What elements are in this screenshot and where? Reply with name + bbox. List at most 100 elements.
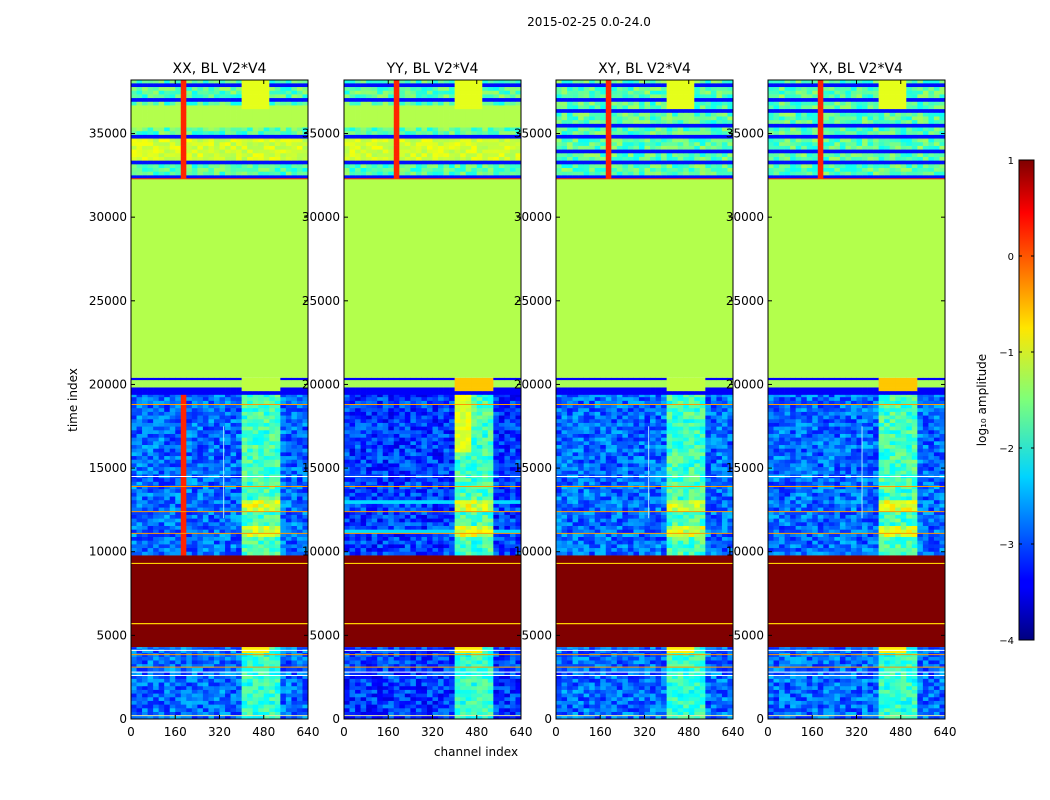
heatmap-cell: [197, 163, 204, 168]
heatmap-cell: [236, 433, 242, 438]
heatmap-cell: [291, 715, 298, 720]
heatmap-cell: [180, 130, 187, 135]
heatmap-cell: [274, 130, 281, 135]
heatmap-cell: [269, 377, 276, 381]
heatmap-cell: [258, 518, 265, 523]
heatmap-cell: [432, 440, 439, 446]
heatmap-cell: [164, 470, 171, 475]
heatmap-cell: [296, 379, 303, 384]
heatmap-cell: [432, 685, 439, 690]
heatmap-cell: [296, 503, 303, 508]
heatmap-cell: [443, 667, 450, 672]
heatmap-cell: [213, 112, 220, 117]
heatmap-cell: [191, 547, 198, 552]
heatmap-cell: [443, 656, 450, 661]
heatmap-cell: [236, 507, 242, 512]
heatmap-cell: [213, 649, 220, 654]
heatmap-cell: [252, 518, 259, 523]
heatmap-cell: [208, 452, 215, 457]
heatmap-cell: [169, 152, 176, 157]
heatmap-cell: [147, 481, 154, 486]
heatmap-cell: [274, 90, 281, 95]
heatmap-cell: [285, 671, 292, 676]
heatmap-cell: [142, 97, 148, 102]
heatmap-cell: [291, 123, 298, 128]
heatmap-cell: [421, 521, 428, 526]
heatmap-cell: [498, 715, 505, 720]
heatmap-cell: [476, 711, 483, 716]
heatmap-cell: [285, 422, 292, 427]
heatmap-cell: [202, 149, 209, 154]
heatmap-cell: [443, 693, 450, 698]
heatmap-cell: [219, 536, 226, 541]
heatmap-cell: [164, 682, 171, 687]
heatmap-cell: [147, 86, 154, 91]
heatmap-cell: [410, 693, 417, 698]
heatmap-cell: [426, 663, 433, 668]
heatmap-cell: [285, 510, 292, 515]
heatmap-cell: [247, 682, 254, 687]
heatmap-cell: [241, 685, 248, 690]
heatmap-cell: [252, 152, 259, 157]
heatmap-cell: [426, 649, 433, 654]
heatmap-cell: [191, 171, 198, 176]
heatmap-cell: [208, 663, 215, 668]
heatmap-cell: [236, 660, 242, 665]
heatmap-cell: [225, 521, 231, 526]
heatmap-cell: [208, 685, 215, 690]
heatmap-cell: [186, 86, 193, 91]
heatmap-cell: [449, 536, 455, 541]
heatmap-cell: [493, 660, 500, 665]
heatmap-cell: [225, 514, 231, 519]
heatmap-cell: [208, 429, 215, 434]
heatmap-cell: [366, 452, 373, 457]
heatmap-cell: [438, 463, 444, 468]
heatmap-cell: [454, 536, 461, 541]
heatmap-cell: [349, 426, 356, 431]
heatmap-cell: [136, 444, 143, 449]
heatmap-cell: [247, 400, 254, 405]
heatmap-cell: [219, 94, 226, 99]
heatmap-cell: [280, 466, 287, 471]
heatmap-cell: [252, 171, 259, 176]
heatmap-cell: [509, 481, 516, 486]
heatmap-cell: [344, 510, 350, 515]
heatmap-cell: [426, 463, 433, 468]
heatmap-cell: [296, 540, 303, 545]
heatmap-cell: [504, 422, 511, 427]
heatmap-cell: [399, 707, 406, 712]
heatmap-cell: [208, 80, 215, 84]
heatmap-cell: [219, 514, 226, 519]
heatmap-cell: [263, 160, 270, 165]
heatmap-cell: [438, 459, 444, 464]
heatmap-cell: [487, 551, 494, 556]
heatmap-cell: [142, 660, 148, 665]
heatmap-cell: [291, 649, 298, 654]
heatmap-cell: [230, 466, 237, 471]
heatmap-cell: [280, 411, 287, 416]
heatmap-cell: [147, 485, 154, 490]
heatmap-cell: [175, 525, 182, 530]
heatmap-cell: [476, 455, 483, 460]
heatmap-cell: [191, 525, 198, 530]
heatmap-cell: [131, 171, 137, 176]
heatmap-cell: [371, 521, 378, 526]
heatmap-cell: [142, 175, 148, 180]
heatmap-cell: [153, 671, 160, 676]
heatmap-cell: [360, 544, 367, 549]
heatmap-cell: [360, 707, 367, 712]
heatmap-cell: [208, 463, 215, 468]
heatmap-cell: [197, 433, 204, 438]
heatmap-cell: [449, 459, 455, 464]
heatmap-cell: [498, 466, 505, 471]
heatmap-cell: [169, 440, 176, 446]
heatmap-cell: [247, 649, 254, 654]
heatmap-cell: [291, 444, 298, 449]
heatmap-cell: [449, 678, 455, 683]
heatmap-cell: [169, 160, 176, 165]
heatmap-cell: [153, 152, 160, 157]
heatmap-cell: [147, 488, 154, 493]
heatmap-cell: [291, 466, 298, 471]
heatmap-cell: [213, 119, 220, 124]
heatmap-cell: [219, 492, 226, 497]
